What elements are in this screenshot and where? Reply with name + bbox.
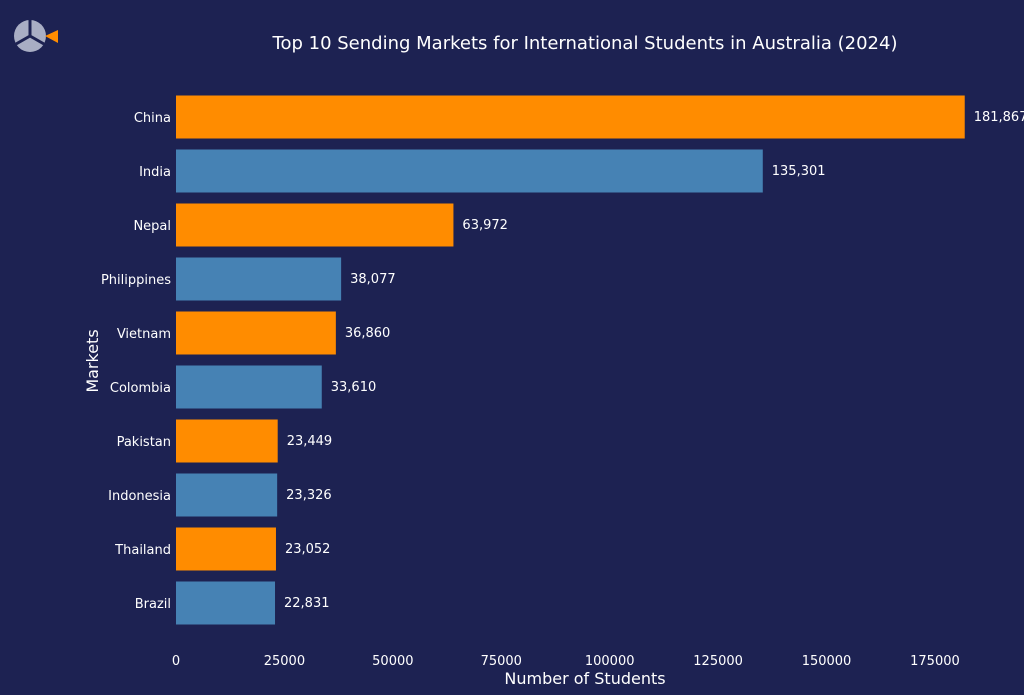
category-label-china: China <box>134 111 171 126</box>
bar-colombia <box>176 365 322 409</box>
category-label-brazil: Brazil <box>135 597 171 612</box>
bar-nepal <box>176 203 454 247</box>
bar-thailand <box>176 527 276 571</box>
value-label-colombia: 33,610 <box>331 380 377 395</box>
category-label-thailand: Thailand <box>114 543 171 558</box>
bars-group <box>176 95 965 625</box>
value-label-brazil: 22,831 <box>284 596 330 611</box>
value-label-thailand: 23,052 <box>285 542 331 557</box>
category-label-nepal: Nepal <box>133 219 171 234</box>
value-label-india: 135,301 <box>772 164 826 179</box>
bar-indonesia <box>176 473 278 517</box>
category-label-philippines: Philippines <box>101 273 171 288</box>
x-axis-label: Number of Students <box>504 669 665 688</box>
bar-pakistan <box>176 419 278 463</box>
x-tick-label: 25000 <box>264 654 305 669</box>
bar-brazil <box>176 581 276 625</box>
value-label-nepal: 63,972 <box>462 218 508 233</box>
y-axis-label: Markets <box>83 329 102 392</box>
x-tick-label: 75000 <box>481 654 522 669</box>
x-tick-label: 0 <box>172 654 180 669</box>
value-labels: 181,867 135,301 63,972 38,077 36,860 33,610 23… <box>284 110 1024 611</box>
x-axis-ticks: 0 25000 50000 75000 100000 125000 150000 175000 <box>172 654 960 669</box>
value-label-pakistan: 23,449 <box>287 434 333 449</box>
x-tick-label: 175000 <box>910 654 960 669</box>
value-label-vietnam: 36,860 <box>345 326 391 341</box>
bar-vietnam <box>176 311 336 355</box>
category-labels: China India Nepal Philippines Vietnam Colombi… <box>101 111 171 612</box>
x-tick-label: 100000 <box>585 654 635 669</box>
brand-logo-icon <box>14 20 58 52</box>
category-label-india: India <box>139 165 171 180</box>
value-label-philippines: 38,077 <box>350 272 396 287</box>
category-label-indonesia: Indonesia <box>108 489 171 504</box>
bar-china <box>176 95 965 139</box>
x-tick-label: 150000 <box>802 654 852 669</box>
x-tick-label: 50000 <box>372 654 413 669</box>
value-label-china: 181,867 <box>974 110 1024 125</box>
value-label-indonesia: 23,326 <box>286 488 332 503</box>
chart-title: Top 10 Sending Markets for International… <box>272 33 898 54</box>
category-label-vietnam: Vietnam <box>117 327 171 342</box>
x-tick-label: 125000 <box>693 654 743 669</box>
bar-philippines <box>176 257 342 301</box>
category-label-colombia: Colombia <box>110 381 171 396</box>
bar-india <box>176 149 763 193</box>
category-label-pakistan: Pakistan <box>117 435 171 450</box>
